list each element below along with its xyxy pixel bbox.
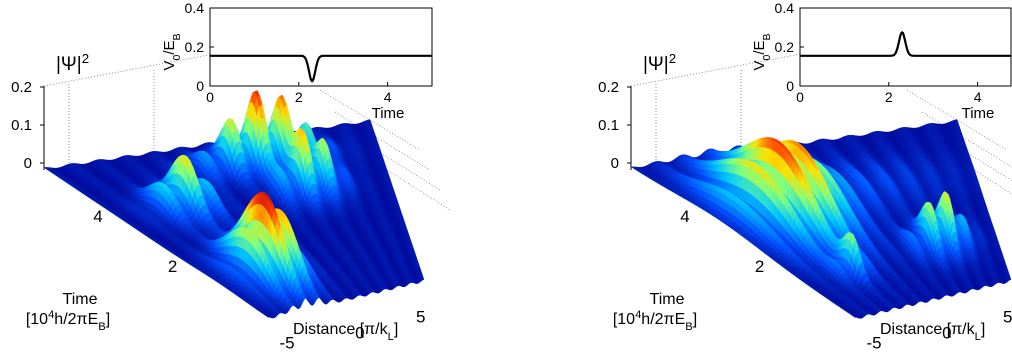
surface-panel-left: 00.10.2|Ψ|224Time[104h/2πEB]-505Distance… xyxy=(11,31,451,353)
z-tick-label: 0.1 xyxy=(11,117,32,134)
back-top-edge xyxy=(43,31,331,87)
z-tick-label: 0.2 xyxy=(11,79,32,96)
z-axis-title: |Ψ|2 xyxy=(56,51,89,76)
surface-mesh xyxy=(43,90,425,319)
perspective-gridline xyxy=(334,111,431,171)
z-axis: 0 0.1 0.2 |Ψ|2 xyxy=(11,31,331,172)
z-tick-label: 0 xyxy=(24,155,32,172)
